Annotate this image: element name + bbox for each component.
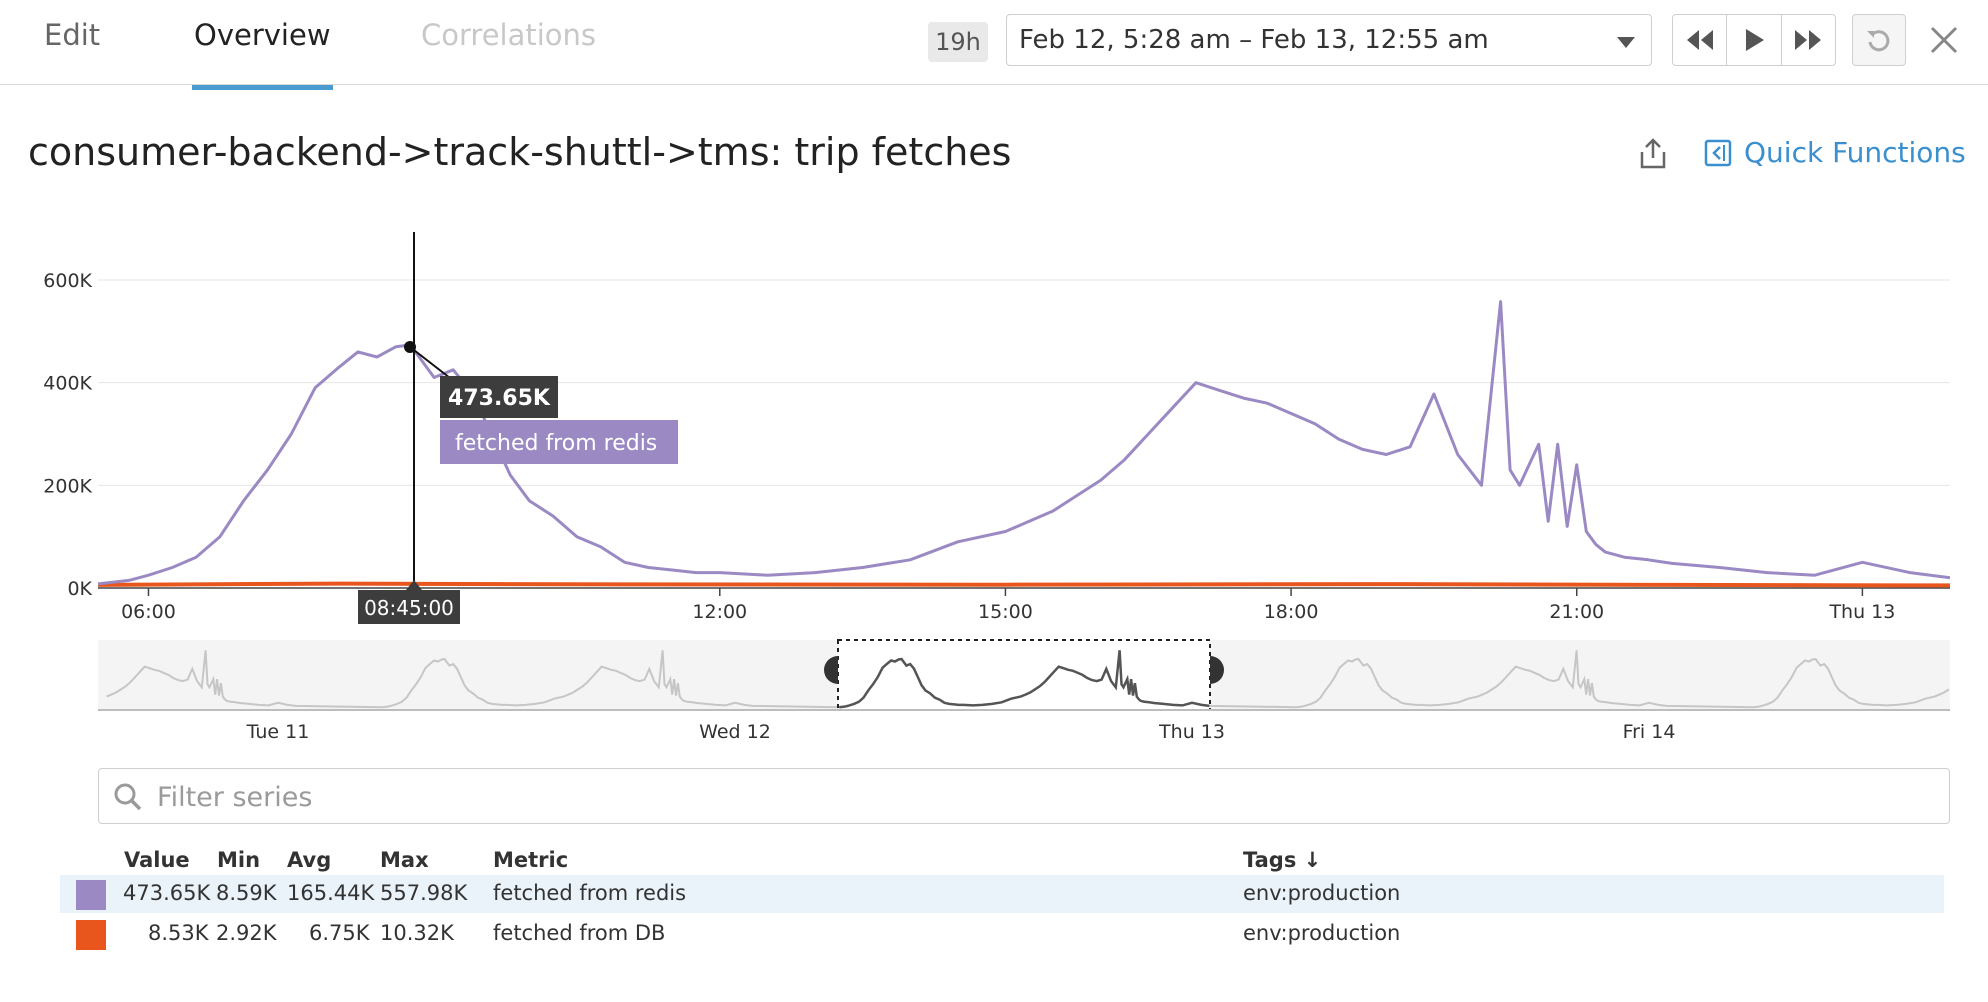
time-navigation xyxy=(1672,14,1836,66)
chevron-down-icon xyxy=(1617,37,1635,48)
tooltip-connector xyxy=(409,346,451,379)
column-header-value[interactable]: Value xyxy=(124,848,190,872)
series-avg: 165.44K xyxy=(287,881,375,905)
x-tick-label: 15:00 xyxy=(978,601,1033,623)
time-label-pointer xyxy=(406,580,422,590)
series-value: 473.65K xyxy=(123,881,211,905)
tab-correlations: Correlations xyxy=(421,18,597,52)
legend-row[interactable]: 473.65K 8.59K 165.44K 557.98K fetched fr… xyxy=(60,875,1944,913)
tooltip-series-name: fetched from redis xyxy=(455,431,657,456)
series-line[interactable] xyxy=(97,300,1951,586)
share-button[interactable] xyxy=(1638,138,1668,174)
column-header-tags[interactable]: Tags ↓ xyxy=(1243,848,1322,872)
reset-button[interactable] xyxy=(1852,14,1906,66)
close-icon xyxy=(1930,26,1958,54)
x-tick-label: 18:00 xyxy=(1264,601,1319,623)
step-back-button[interactable] xyxy=(1673,15,1728,65)
column-header-max[interactable]: Max xyxy=(380,848,429,872)
time-navigator[interactable]: Tue 11 Wed 12 Thu 13 Fri 14 xyxy=(0,636,1988,746)
quick-functions-button[interactable]: Quick Functions xyxy=(1704,136,1966,169)
quick-functions-icon xyxy=(1704,139,1732,166)
filter-series-input[interactable] xyxy=(155,777,1939,817)
y-tick-label: 200K xyxy=(43,475,92,497)
series-min: 8.59K xyxy=(216,881,277,905)
series-metric: fetched from redis xyxy=(493,881,687,905)
column-header-metric[interactable]: Metric xyxy=(493,848,569,872)
tooltip-series-bg xyxy=(440,420,678,464)
series-tags: env:production xyxy=(1243,881,1401,905)
series-avg: 6.75K xyxy=(309,921,370,945)
series-color-swatch xyxy=(76,920,106,950)
hover-time-label: 08:45:00 xyxy=(364,596,454,620)
tab-overview[interactable]: Overview xyxy=(192,18,333,90)
header-divider xyxy=(0,84,1988,85)
fast-forward-icon xyxy=(1795,30,1822,50)
time-range-value: Feb 12, 5:28 am – Feb 13, 12:55 am xyxy=(1019,25,1489,55)
navigator-day-label: Tue 11 xyxy=(246,721,310,743)
timespan-badge: 19h xyxy=(928,22,988,62)
quick-functions-label: Quick Functions xyxy=(1744,136,1966,169)
tooltip-value: 473.65K xyxy=(448,386,551,411)
play-icon xyxy=(1745,29,1764,51)
timeseries-chart[interactable]: 600K 400K 200K 0K 06:00 12:00 15:00 18:00 21:00… xyxy=(0,220,1988,640)
filter-series-box xyxy=(98,768,1950,824)
navigator-day-label: Wed 12 xyxy=(699,721,771,743)
legend-row[interactable]: 8.53K 2.92K 6.75K 10.32K fetched from DB… xyxy=(60,915,1944,953)
series-metric: fetched from DB xyxy=(493,921,666,945)
y-tick-label: 600K xyxy=(43,270,92,292)
x-tick-label: 21:00 xyxy=(1549,601,1604,623)
navigator-selected-line xyxy=(839,650,1210,709)
play-button[interactable] xyxy=(1727,15,1782,65)
series-color-swatch xyxy=(76,880,106,910)
series-min: 2.92K xyxy=(216,921,277,945)
close-button[interactable] xyxy=(1922,18,1966,62)
series-line[interactable] xyxy=(97,581,1951,588)
y-tick-label: 400K xyxy=(43,373,92,395)
navigator-day-label: Fri 14 xyxy=(1623,721,1676,743)
step-forward-button[interactable] xyxy=(1782,15,1835,65)
y-tick-label: 0K xyxy=(67,578,92,600)
search-icon xyxy=(114,783,142,811)
rewind-icon xyxy=(1686,30,1713,50)
graph-title: consumer-backend->track-shuttl->tms: tri… xyxy=(28,130,1012,174)
series-max: 10.32K xyxy=(380,921,454,945)
undo-icon xyxy=(1867,30,1890,52)
share-icon xyxy=(1640,138,1666,169)
navigator-selection-fill xyxy=(838,640,1210,710)
tab-edit[interactable]: Edit xyxy=(44,18,101,52)
series-tags: env:production xyxy=(1243,921,1401,945)
series-max: 557.98K xyxy=(380,881,468,905)
navigator-right-handle[interactable] xyxy=(1210,656,1224,684)
column-header-avg[interactable]: Avg xyxy=(287,848,332,872)
navigator-left-handle[interactable] xyxy=(824,656,838,684)
tooltip-value-bg xyxy=(440,376,558,418)
x-tick-label: 06:00 xyxy=(121,601,176,623)
x-tick-label: Thu 13 xyxy=(1828,601,1895,623)
x-tick-label: 12:00 xyxy=(692,601,747,623)
hover-time-label-bg xyxy=(358,590,460,624)
column-header-min[interactable]: Min xyxy=(217,848,261,872)
series-value: 8.53K xyxy=(148,921,209,945)
navigator-day-label: Thu 13 xyxy=(1158,721,1225,743)
time-range-select[interactable]: Feb 12, 5:28 am – Feb 13, 12:55 am xyxy=(1006,14,1652,66)
